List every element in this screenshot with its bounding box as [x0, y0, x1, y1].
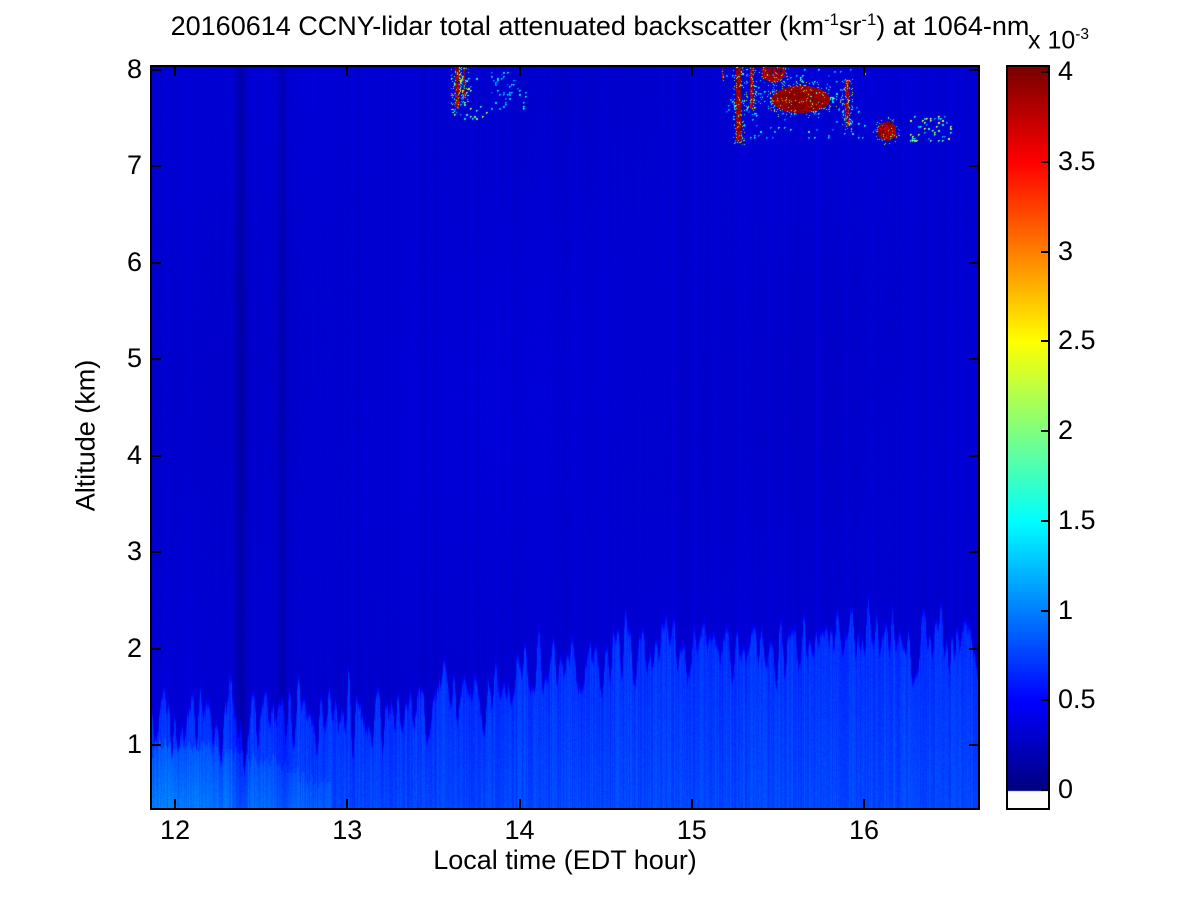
- colorbar-tick-label: 1.5: [1058, 504, 1096, 535]
- y-tick-mark: [152, 454, 161, 457]
- x-tick-mark: [690, 67, 693, 76]
- x-tick-mark: [862, 67, 865, 76]
- colorbar-tick-label: 3.5: [1058, 145, 1096, 176]
- y-tick-mark: [969, 358, 978, 361]
- colorbar-tick-mark: [1041, 699, 1048, 702]
- heatmap-canvas: [152, 67, 978, 808]
- superscript: -1: [824, 10, 839, 29]
- x-axis-label: Local time (EDT hour): [433, 845, 697, 875]
- colorbar-tick-mark: [1041, 430, 1048, 432]
- y-tick-label: 4: [126, 439, 142, 470]
- y-tick-mark: [969, 165, 978, 168]
- y-tick-mark: [969, 647, 978, 650]
- x-tick-mark: [518, 67, 521, 76]
- colorbar-tick-mark: [1041, 519, 1048, 522]
- x-tick-mark: [862, 799, 865, 808]
- y-tick-mark: [969, 551, 978, 554]
- x-tick-mark: [174, 799, 177, 808]
- x-tick-label: 12: [160, 815, 191, 845]
- plot-area: [150, 65, 980, 810]
- colorbar-tick-mark: [1041, 71, 1048, 73]
- y-tick-label: 5: [126, 343, 142, 374]
- y-tick-label: 6: [126, 246, 142, 277]
- superscript: -1: [861, 10, 877, 29]
- chart-title: 20160614 CCNY-lidar total attenuated bac…: [170, 10, 1030, 41]
- y-tick-mark: [969, 744, 978, 747]
- colorbar-tick-mark: [1041, 340, 1048, 343]
- colorbar-tick-mark: [1041, 160, 1048, 163]
- y-tick-label: 3: [126, 536, 142, 567]
- superscript: -3: [1075, 26, 1090, 43]
- x-tick-label: 14: [504, 815, 535, 845]
- colorbar-exponent: x 10-3: [1028, 26, 1090, 55]
- y-tick-mark: [152, 261, 161, 264]
- y-tick-label: 2: [126, 632, 142, 663]
- x-tick-mark: [690, 799, 693, 808]
- colorbar-tick-label: 3: [1058, 235, 1074, 266]
- colorbar-tick-label: 2: [1058, 415, 1074, 445]
- x-tick-label: 15: [676, 815, 707, 845]
- colorbar-tick-mark: [1041, 789, 1048, 791]
- y-tick-mark: [969, 68, 978, 71]
- y-tick-label: 1: [126, 729, 142, 760]
- y-axis-label: Altitude (km): [70, 359, 101, 512]
- y-tick-mark: [152, 165, 161, 168]
- x-tick-mark: [346, 799, 349, 808]
- y-tick-mark: [152, 68, 161, 71]
- colorbar-tick-mark: [1041, 609, 1048, 612]
- y-tick-mark: [969, 261, 978, 264]
- colorbar-tick-label: 4: [1058, 56, 1074, 86]
- y-tick-label: 7: [126, 150, 142, 181]
- colorbar: [1006, 65, 1050, 810]
- y-tick-mark: [152, 744, 161, 747]
- x-tick-mark: [346, 67, 349, 76]
- colorbar-tick-label: 0: [1058, 774, 1074, 804]
- y-tick-label: 8: [126, 53, 142, 84]
- y-tick-mark: [969, 454, 978, 457]
- colorbar-tick-label: 0.5: [1058, 684, 1096, 715]
- y-tick-mark: [152, 551, 161, 554]
- x-tick-label: 16: [848, 815, 879, 845]
- x-tick-mark: [518, 799, 521, 808]
- colorbar-tick-mark: [1041, 250, 1048, 253]
- colorbar-tick-label: 2.5: [1058, 325, 1096, 356]
- x-tick-mark: [174, 67, 177, 76]
- y-tick-mark: [152, 358, 161, 361]
- y-tick-mark: [152, 647, 161, 650]
- colorbar-tick-label: 1: [1058, 594, 1074, 625]
- x-tick-label: 13: [332, 815, 363, 845]
- colorbar-canvas: [1008, 67, 1048, 808]
